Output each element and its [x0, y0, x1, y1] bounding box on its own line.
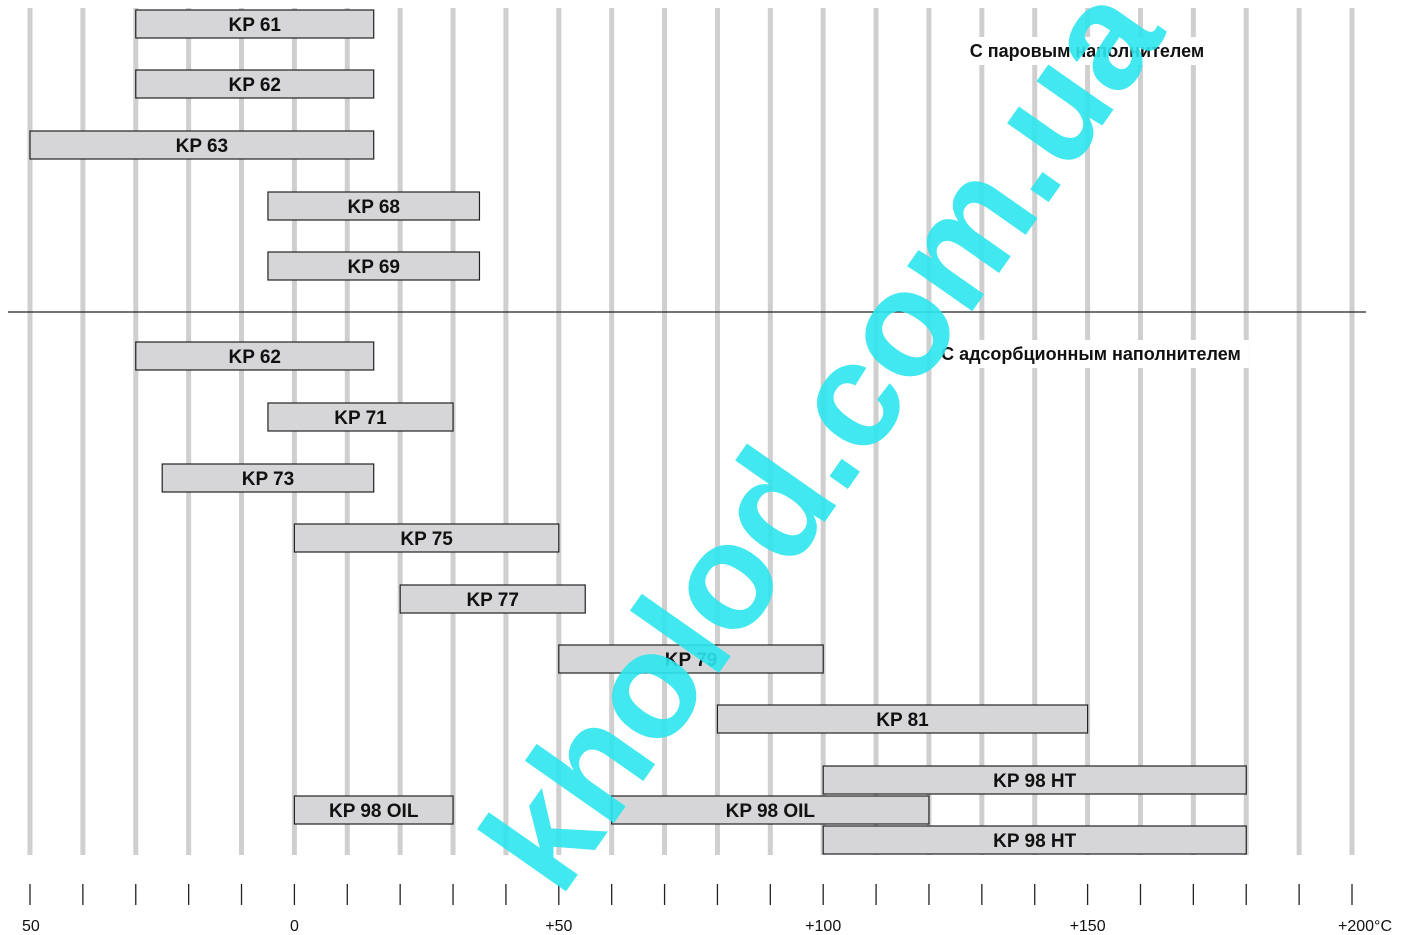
bar-label: KP 77 — [466, 590, 518, 611]
range-bar — [611, 795, 930, 825]
range-bar — [293, 795, 454, 825]
tick-label: 0 — [290, 918, 299, 935]
bar-label: KP 98 OIL — [726, 801, 816, 822]
range-bar — [135, 69, 375, 99]
bar-label: KP 63 — [176, 136, 228, 157]
bar-label: KP 71 — [334, 408, 387, 429]
section-title-background — [933, 340, 1249, 368]
bar-label: KP 62 — [229, 75, 281, 96]
bar-label: KP 79 — [665, 650, 717, 671]
range-bar — [29, 130, 375, 160]
range-bar — [822, 825, 1247, 855]
range-bar — [558, 644, 824, 674]
bar-label: KP 62 — [229, 347, 281, 368]
bar-label: KP 73 — [242, 469, 294, 490]
range-bar — [267, 251, 481, 281]
section-titles: С паровым наполнителем С адсорбционным на… — [933, 37, 1249, 368]
tick-label: +50 — [545, 918, 572, 935]
range-bar — [399, 584, 586, 614]
section-title: С паровым наполнителем — [970, 41, 1204, 61]
section-title: С адсорбционным наполнителем — [941, 344, 1241, 364]
bar-label: KP 61 — [229, 15, 282, 36]
bar-label: KP 98 OIL — [329, 801, 419, 822]
x-axis: 50 0 +50 +100 +150 +200°C — [22, 884, 1392, 935]
section-title-background — [961, 37, 1213, 65]
tick-label: 50 — [22, 918, 40, 935]
range-bar — [135, 9, 375, 39]
bars: KP 61 KP 62 KP 63 KP 68 KP 69 KP 62 KP 71 KP 73… — [29, 9, 1247, 855]
bar-label: KP 68 — [347, 197, 399, 218]
bar-label: KP 98 HT — [993, 771, 1076, 792]
tick-label: +150 — [1070, 918, 1106, 935]
range-bar — [716, 704, 1089, 734]
bar-label: KP 69 — [347, 257, 399, 278]
tick-label: +200°C — [1338, 918, 1392, 935]
range-bar — [267, 191, 481, 221]
range-bar — [293, 523, 560, 553]
range-bar — [822, 765, 1247, 795]
range-bar — [135, 341, 375, 371]
bar-label: KP 98 HT — [993, 831, 1076, 852]
range-bar — [161, 463, 375, 493]
tick-label: +100 — [805, 918, 841, 935]
bar-label: KP 81 — [876, 710, 929, 731]
bar-label: KP 75 — [400, 529, 453, 550]
range-bar — [267, 402, 454, 432]
